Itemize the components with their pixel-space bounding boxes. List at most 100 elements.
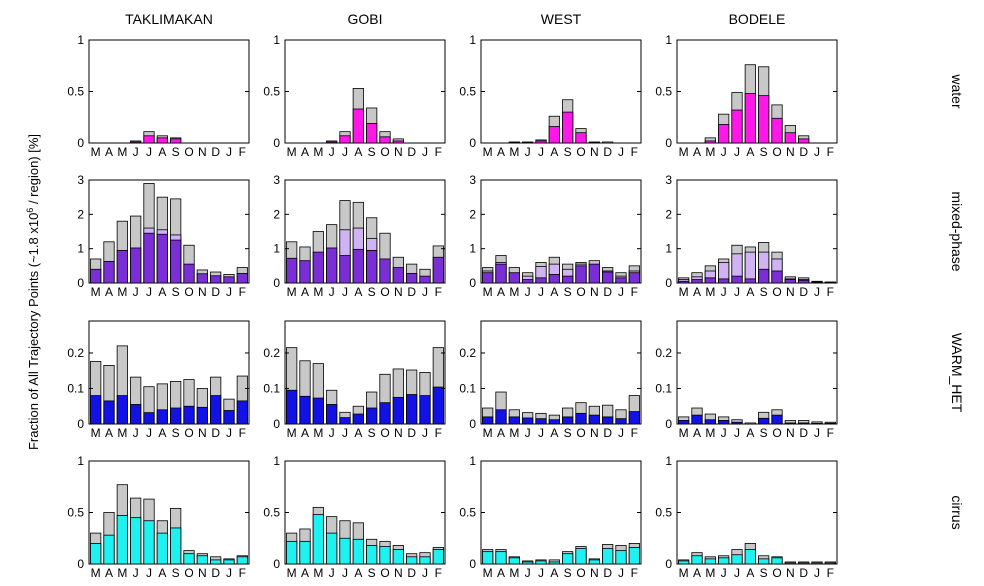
bar-main xyxy=(812,423,822,424)
x-tick-label: J xyxy=(525,566,531,580)
x-tick-label: M xyxy=(313,285,323,299)
x-tick-label: J xyxy=(814,285,820,299)
panel-frame xyxy=(677,180,837,283)
y-tick-label: 0.5 xyxy=(67,85,84,99)
bar-main xyxy=(420,276,430,283)
y-tick-label: 0 xyxy=(77,136,84,150)
bar-main xyxy=(562,276,572,283)
column-title: WEST xyxy=(541,11,582,27)
x-tick-label: M xyxy=(679,285,689,299)
x-tick-label: M xyxy=(679,145,689,159)
x-tick-label: J xyxy=(721,566,727,580)
bar-main xyxy=(90,396,100,424)
y-tick-label: 0 xyxy=(273,417,280,431)
x-tick-label: M xyxy=(91,285,101,299)
bar-main xyxy=(758,418,768,424)
y-tick-label: 0 xyxy=(77,557,84,571)
x-tick-label: F xyxy=(435,426,442,440)
bar-main xyxy=(772,271,782,283)
x-tick-label: A xyxy=(158,145,166,159)
bar-main xyxy=(117,396,127,424)
x-tick-label: J xyxy=(329,566,335,580)
bar-main xyxy=(340,136,350,143)
x-tick-label: J xyxy=(342,285,348,299)
bar-main xyxy=(210,560,220,564)
x-tick-label: M xyxy=(483,145,493,159)
bar-main xyxy=(772,415,782,424)
y-tick-label: 0.5 xyxy=(67,506,84,520)
bar-main xyxy=(522,142,532,143)
x-tick-label: J xyxy=(133,426,139,440)
bar-main xyxy=(224,560,234,564)
bar-main xyxy=(798,139,808,143)
bar-main xyxy=(785,423,795,424)
bar-main xyxy=(224,411,234,424)
y-tick-label: 1 xyxy=(273,33,280,47)
x-tick-label: N xyxy=(394,285,403,299)
y-axis-label: Fraction of All Trajectory Points (~1.8 … xyxy=(25,134,41,450)
y-tick-label: 0 xyxy=(469,557,476,571)
row-label: water xyxy=(949,73,965,109)
bar-main xyxy=(366,250,376,283)
bar-main xyxy=(798,563,808,564)
x-tick-label: S xyxy=(172,145,180,159)
bar-main xyxy=(184,264,194,283)
y-tick-label: 0.1 xyxy=(67,381,84,395)
x-tick-label: J xyxy=(422,145,428,159)
x-tick-label: A xyxy=(354,145,362,159)
bar-main xyxy=(616,278,626,283)
bar-main xyxy=(380,137,390,143)
bar-main xyxy=(130,518,140,564)
bar-main xyxy=(433,387,443,424)
x-tick-label: J xyxy=(814,145,820,159)
bar-main xyxy=(433,257,443,283)
x-tick-label: M xyxy=(483,285,493,299)
bar-main xyxy=(758,559,768,564)
y-tick-label: 0 xyxy=(665,417,672,431)
x-tick-label: A xyxy=(105,285,113,299)
bar-main xyxy=(602,417,612,424)
x-tick-label: J xyxy=(342,566,348,580)
bar-main xyxy=(286,390,296,424)
y-tick-label: 0 xyxy=(469,136,476,150)
bar-main xyxy=(90,269,100,283)
x-tick-label: M xyxy=(287,426,297,440)
bar-main xyxy=(380,259,390,283)
x-tick-label: F xyxy=(631,566,638,580)
y-tick-label: 1 xyxy=(273,454,280,468)
x-tick-label: F xyxy=(827,566,834,580)
y-tick-label: 0.2 xyxy=(67,346,84,360)
x-tick-label: N xyxy=(786,566,795,580)
x-tick-label: M xyxy=(679,566,689,580)
bar-main xyxy=(629,548,639,564)
bar-main xyxy=(104,535,114,564)
row-label: mixed-phase xyxy=(949,191,965,271)
y-tick-label: 3 xyxy=(469,173,476,187)
x-tick-label: O xyxy=(576,145,585,159)
x-tick-label: A xyxy=(354,566,362,580)
x-tick-label: A xyxy=(158,285,166,299)
x-tick-label: D xyxy=(211,426,220,440)
x-tick-label: A xyxy=(550,145,558,159)
x-tick-label: M xyxy=(313,426,323,440)
x-tick-label: J xyxy=(618,566,624,580)
y-tick-label: 0 xyxy=(77,417,84,431)
x-tick-label: J xyxy=(226,285,232,299)
x-tick-label: N xyxy=(394,426,403,440)
x-tick-label: J xyxy=(721,285,727,299)
x-tick-label: J xyxy=(734,426,740,440)
bar-main xyxy=(812,563,822,564)
y-tick-label: 0.1 xyxy=(263,381,280,395)
x-tick-label: M xyxy=(117,285,127,299)
x-tick-label: N xyxy=(198,145,207,159)
x-tick-label: N xyxy=(198,566,207,580)
x-tick-label: J xyxy=(618,145,624,159)
bar-main xyxy=(210,396,220,424)
y-tick-label: 1 xyxy=(469,242,476,256)
x-tick-label: A xyxy=(497,285,505,299)
x-tick-label: J xyxy=(538,145,544,159)
bar-main xyxy=(104,401,114,424)
